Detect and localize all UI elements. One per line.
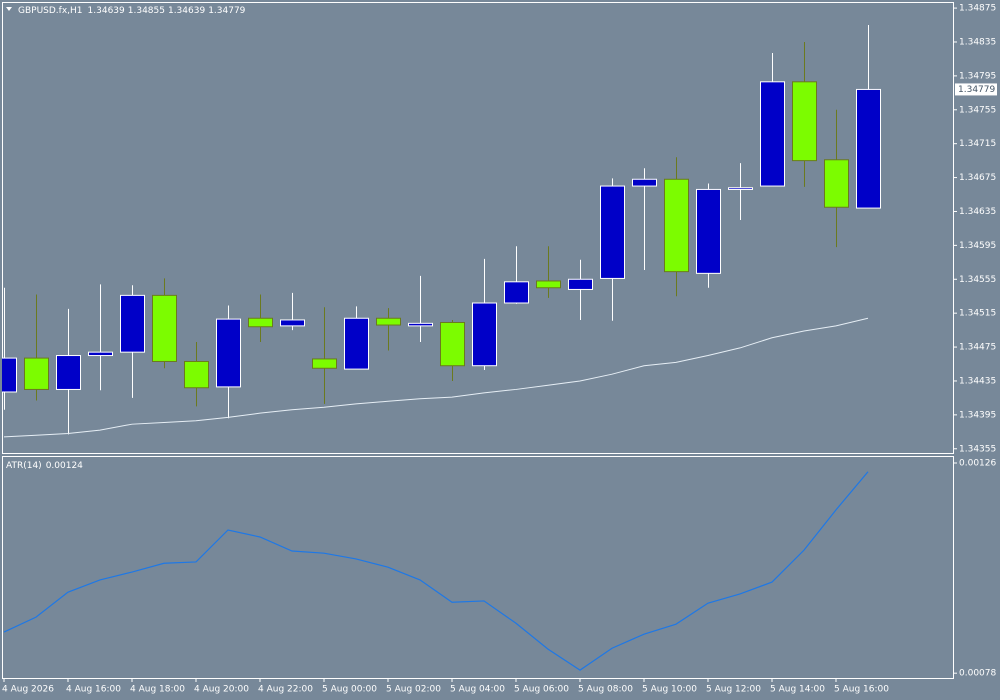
candle-body xyxy=(184,360,209,389)
symbol-title: GBPUSD.fx,H1 xyxy=(18,6,83,16)
atr-header: ATR(14) 0.00124 xyxy=(6,461,83,471)
current-price-box xyxy=(955,83,997,96)
x-tick-label: 4 Aug 20:00 xyxy=(194,685,249,695)
y-tick-label: 1.34755 xyxy=(959,105,996,115)
candle-body xyxy=(696,188,721,274)
x-tick-label: 5 Aug 16:00 xyxy=(834,685,889,695)
candle-body xyxy=(792,81,817,162)
y-tick-label: 1.34875 xyxy=(959,4,996,14)
x-tick-label: 5 Aug 14:00 xyxy=(770,685,825,695)
candle-body xyxy=(600,185,625,279)
header-open: 1.34639 xyxy=(88,6,125,16)
candle-body xyxy=(440,321,465,367)
x-tick-label: 5 Aug 08:00 xyxy=(578,685,633,695)
candle-body xyxy=(472,302,497,367)
main-panel-frame xyxy=(2,2,954,454)
candle-body xyxy=(88,351,113,357)
candle-body xyxy=(344,317,369,370)
atr-title: ATR(14) xyxy=(6,461,42,471)
y-tick-label: 1.34355 xyxy=(959,444,996,454)
candle-body xyxy=(376,317,401,326)
y-tick-label: 1.34795 xyxy=(959,71,996,81)
candle-body xyxy=(24,357,49,390)
y-tick-label: 1.34435 xyxy=(959,376,996,386)
candle-body xyxy=(664,178,689,273)
candle-body xyxy=(568,278,593,290)
candle-body xyxy=(504,281,529,304)
header: GBPUSD.fx,H1 1.34639 1.34855 1.34639 1.34779 xyxy=(18,6,246,16)
header-high: 1.34855 xyxy=(128,6,165,16)
candle-body xyxy=(248,317,273,328)
candle-body xyxy=(152,294,177,362)
candle-body xyxy=(856,88,881,209)
y-tick-label: 1.34395 xyxy=(959,410,996,420)
x-tick-label: 4 Aug 18:00 xyxy=(130,685,185,695)
y-tick-label: 1.34675 xyxy=(959,173,996,183)
symbol-menu-arrow[interactable] xyxy=(6,7,12,11)
x-tick-label: 5 Aug 10:00 xyxy=(642,685,697,695)
candle-body xyxy=(312,358,337,369)
y-tick-label: 1.34595 xyxy=(959,241,996,251)
candle-body xyxy=(120,294,145,353)
candle-body xyxy=(632,178,657,187)
x-tick-label: 5 Aug 12:00 xyxy=(706,685,761,695)
candle-body xyxy=(56,355,81,390)
y-tick-label: 1.34835 xyxy=(959,37,996,47)
y-tick-label: 0.00126 xyxy=(959,459,996,469)
x-tick-label: 5 Aug 06:00 xyxy=(514,685,569,695)
candle-body xyxy=(408,322,433,327)
y-tick-label: 1.34555 xyxy=(959,275,996,285)
y-tick-label: 1.34715 xyxy=(959,139,996,149)
candle-body xyxy=(280,319,305,327)
y-tick-label: 1.34475 xyxy=(959,343,996,353)
x-tick-label: 5 Aug 00:00 xyxy=(322,685,377,695)
atr-panel-frame xyxy=(2,456,954,679)
y-tick-label: 0.00078 xyxy=(959,669,996,679)
candle-body xyxy=(536,280,561,289)
candle-body xyxy=(824,159,849,208)
atr-current: 0.00124 xyxy=(46,461,83,471)
header-low: 1.34639 xyxy=(168,6,205,16)
moving-average xyxy=(3,317,869,438)
current-price-label: 1.34779 xyxy=(958,85,995,95)
atr-line xyxy=(3,471,869,671)
header-close: 1.34779 xyxy=(208,6,245,16)
candle-body xyxy=(760,81,785,187)
x-tick-label: 4 Aug 16:00 xyxy=(66,685,121,695)
candle-body xyxy=(2,357,17,393)
candle-body xyxy=(216,318,241,388)
x-tick-label: 5 Aug 04:00 xyxy=(450,685,505,695)
y-tick-label: 1.34635 xyxy=(959,207,996,217)
x-tick-label: 4 Aug 22:00 xyxy=(258,685,313,695)
x-tick-label: 4 Aug 2026 xyxy=(2,685,54,695)
y-tick-label: 1.34515 xyxy=(959,309,996,319)
candle-body xyxy=(728,187,753,190)
x-tick-label: 5 Aug 02:00 xyxy=(386,685,441,695)
